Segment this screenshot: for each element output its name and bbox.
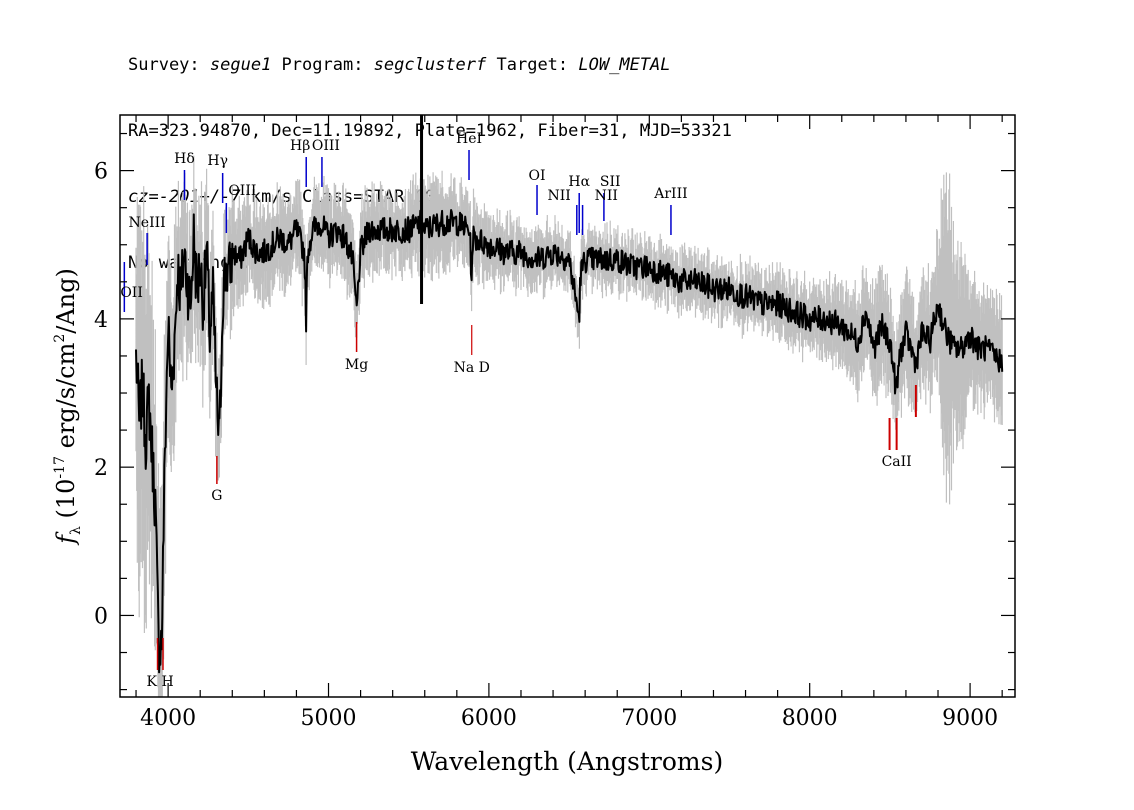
survey-value: segue1	[209, 55, 272, 75]
line-label-Halpha: Hα	[568, 174, 590, 190]
x-axis-label: Wavelength (Angstroms)	[411, 747, 723, 776]
program-label: Program:	[271, 55, 374, 75]
line-label-G-band: G	[211, 488, 222, 504]
cz-value: -201+/-7	[158, 187, 241, 207]
y-label-close: /Ang)	[52, 268, 80, 334]
x-tick-label: 8000	[782, 706, 838, 731]
y-label-open: (10	[52, 479, 80, 527]
line-label-NII-6584: NII	[595, 188, 618, 204]
x-tick-label: 5000	[301, 706, 357, 731]
y-tick-label: 0	[94, 604, 108, 629]
line-label-ArIII: ArIII	[653, 186, 687, 202]
line-label-OII: OII	[120, 285, 143, 301]
x-tick-label: 4000	[140, 706, 196, 731]
y-tick-label: 2	[94, 456, 108, 481]
target-label: Target:	[486, 55, 579, 75]
y-tick-label: 6	[94, 160, 108, 185]
line-label-OIII-5007: OIII	[312, 138, 340, 154]
line-label-SII: SII	[600, 174, 621, 190]
y-label-exp2: 2	[52, 334, 68, 343]
line-label-HeI: HeI	[456, 131, 482, 147]
line-label-OI: OI	[529, 168, 546, 184]
line-label-Hgamma: Hγ	[207, 153, 228, 169]
y-label-exp1: -17	[52, 456, 68, 479]
y-label-lambda: λ	[68, 526, 84, 535]
y-tick-label: 4	[94, 308, 108, 333]
survey-label: Survey:	[128, 55, 210, 75]
line-label-NII-6548: NII	[547, 188, 570, 204]
line-label-CaII: CaII	[882, 454, 912, 470]
x-tick-label: 7000	[621, 706, 677, 731]
line-label-OIII-4363: OIII	[228, 183, 256, 199]
line-label-Mg: Mg	[345, 357, 368, 373]
line-label-K-H: K H	[147, 674, 174, 690]
line-label-Hdelta: Hδ	[174, 151, 195, 167]
plot-frame	[119, 114, 1016, 698]
header-line-1: Survey: segue1 Program: segclusterf Targ…	[128, 54, 732, 76]
x-tick-label: 6000	[461, 706, 517, 731]
header-line-2: RA=323.94870, Dec=11.19892, Plate=1962, …	[128, 121, 732, 141]
target-value: LOW_METAL	[578, 55, 671, 75]
line-label-NeIII: NeIII	[129, 215, 166, 231]
y-label-mid: erg/s/cm	[52, 342, 80, 456]
axis-ticks: 4000 5000 6000 7000 8000 9000 0 2 4 6	[94, 115, 1015, 731]
flux-line	[135, 209, 1004, 674]
y-axis-label: fλ (10-17 erg/s/cm2/Ang)	[52, 268, 84, 546]
line-label-Hbeta: Hβ	[290, 138, 310, 154]
line-label-Na-D: Na D	[454, 360, 490, 376]
program-value: segclusterf	[373, 55, 487, 75]
x-tick-label: 9000	[942, 706, 998, 731]
flux-layer	[135, 115, 1004, 674]
